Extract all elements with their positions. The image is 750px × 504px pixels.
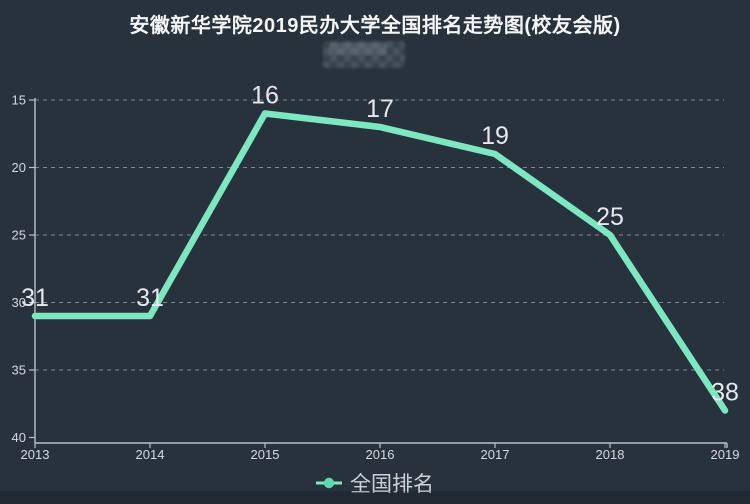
data-label: 19 [481, 122, 509, 150]
y-tick-label: 30 [12, 295, 26, 310]
legend-dot [323, 477, 335, 489]
data-label: 31 [136, 284, 164, 312]
x-tick-label: 2014 [136, 447, 165, 462]
y-tick-label: 35 [12, 363, 26, 378]
y-tick-label: 20 [12, 160, 26, 175]
x-tick-label: 2018 [596, 447, 625, 462]
legend-line-dot-icon [316, 477, 342, 489]
y-tick-label: 15 [12, 93, 26, 108]
legend-item-national-ranking[interactable]: 全国排名 [0, 469, 750, 497]
data-label: 16 [251, 82, 279, 110]
x-tick-label: 2013 [21, 447, 50, 462]
series-line-national-ranking[interactable] [31, 110, 729, 414]
x-tick-label: 2016 [366, 447, 395, 462]
data-label: 31 [21, 284, 49, 312]
legend-label: 全国排名 [350, 473, 434, 496]
x-tick-label: 2019 [711, 447, 740, 462]
x-tick-label: 2015 [251, 447, 280, 462]
data-label: 17 [366, 95, 394, 123]
chart-title: 安徽新华学院2019民办大学全国排名走势图(校友会版) [129, 15, 621, 37]
data-label: 38 [711, 379, 739, 407]
y-tick-label: 25 [12, 228, 26, 243]
blurred-watermark [323, 41, 405, 68]
x-tick-label: 2017 [481, 447, 510, 462]
data-label: 25 [596, 203, 624, 231]
y-tick-label: 40 [12, 430, 26, 445]
footer-strip [0, 491, 750, 504]
